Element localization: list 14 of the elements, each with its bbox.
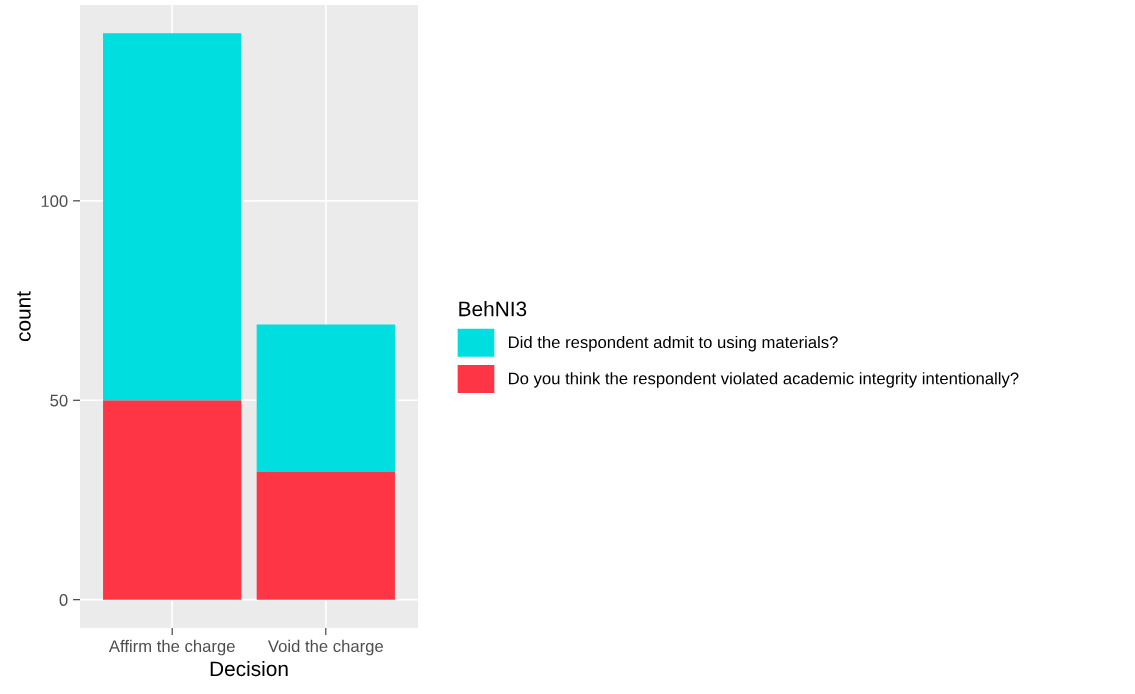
x-axis-title: Decision: [210, 660, 288, 677]
y-axis-title: count: [17, 291, 31, 342]
x-tick-label: Void the charge: [267, 639, 383, 656]
y-tick-label: 100: [41, 195, 68, 208]
y-tick-label: 50: [50, 394, 68, 407]
legend-title: BehNI3: [459, 301, 527, 317]
legend-label: Do you think the respondent violated academic integrity intentionally?: [509, 372, 1019, 388]
y-tick-label: 0: [59, 594, 68, 606]
legend-label: Did the respondent admit to using materials?: [509, 335, 838, 352]
bar: [103, 400, 242, 600]
x-tick-label: Affirm the charge: [108, 639, 235, 656]
bar: [256, 472, 395, 600]
bar: [256, 324, 395, 473]
bar: [103, 33, 242, 401]
